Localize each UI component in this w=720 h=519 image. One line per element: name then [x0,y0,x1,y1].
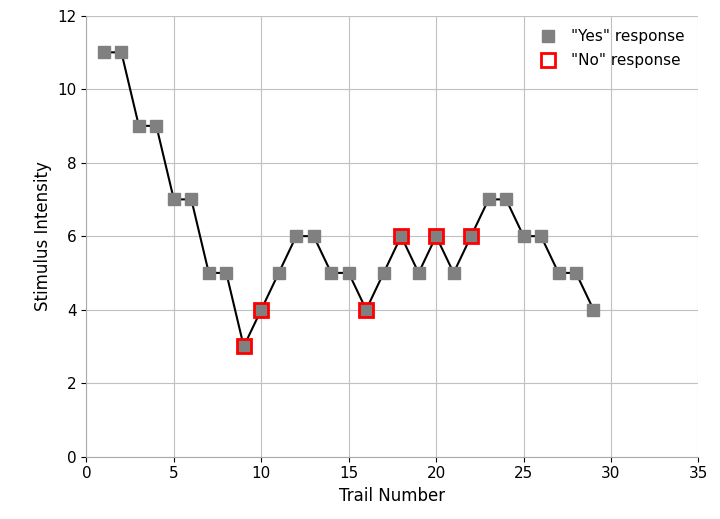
Legend: "Yes" response, "No" response: "Yes" response, "No" response [527,23,690,75]
X-axis label: Trail Number: Trail Number [339,487,446,505]
Y-axis label: Stimulus Intensity: Stimulus Intensity [34,161,52,311]
